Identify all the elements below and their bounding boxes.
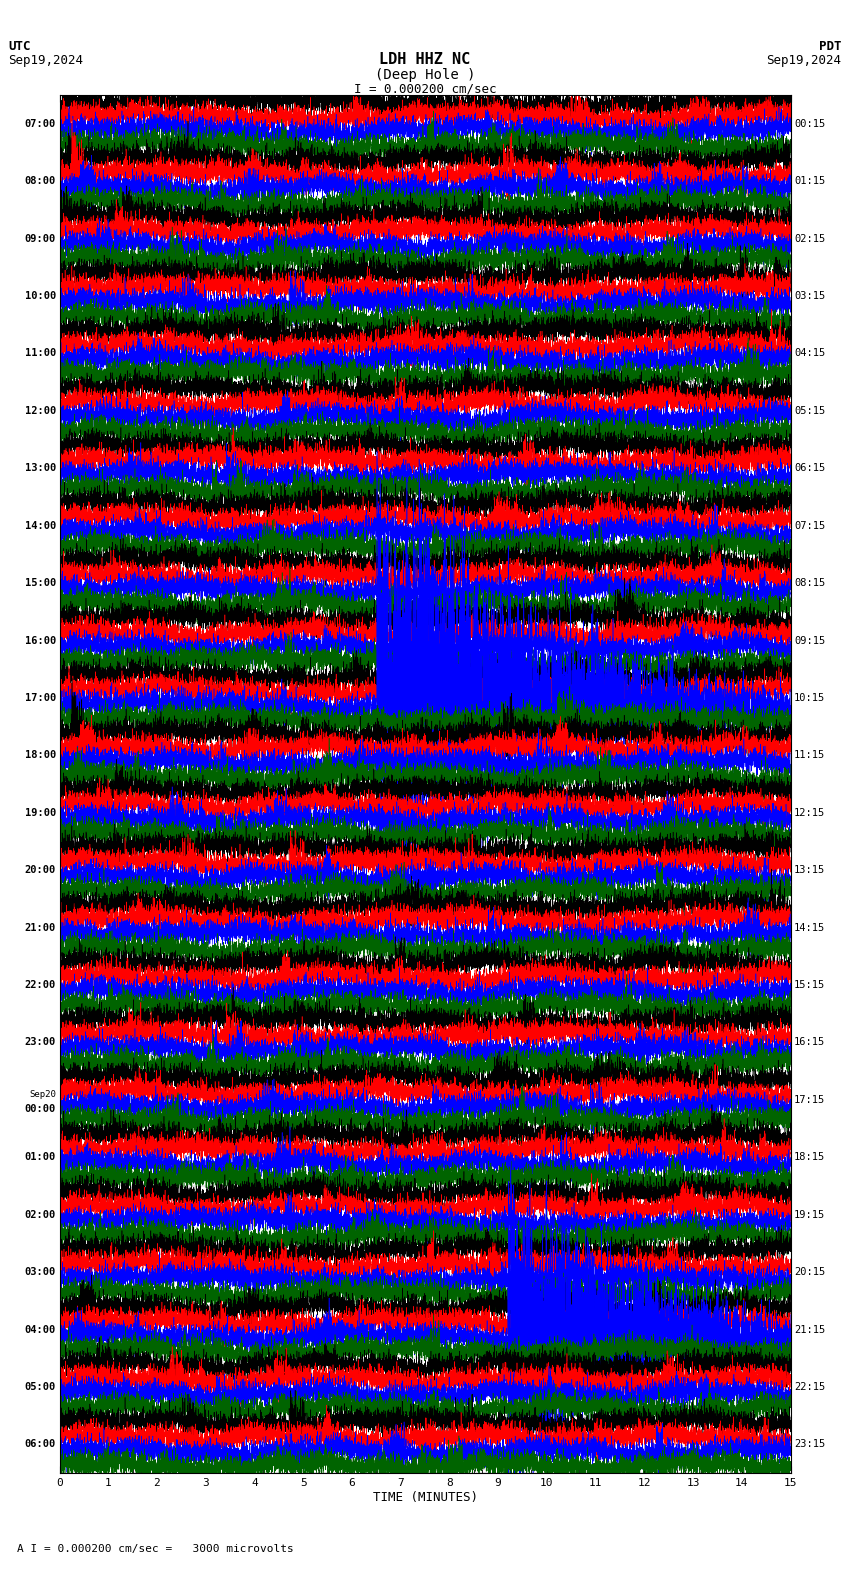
Text: 01:00: 01:00: [25, 1152, 56, 1163]
Text: 22:00: 22:00: [25, 980, 56, 990]
Text: 15:00: 15:00: [25, 578, 56, 588]
Text: 16:00: 16:00: [25, 635, 56, 646]
Text: 04:00: 04:00: [25, 1324, 56, 1335]
Text: 08:15: 08:15: [794, 578, 825, 588]
Text: 05:00: 05:00: [25, 1381, 56, 1392]
Text: UTC: UTC: [8, 40, 31, 52]
Text: 11:00: 11:00: [25, 348, 56, 358]
Text: 22:15: 22:15: [794, 1381, 825, 1392]
Text: 07:00: 07:00: [25, 119, 56, 128]
Text: Sep19,2024: Sep19,2024: [8, 54, 83, 67]
Text: 00:15: 00:15: [794, 119, 825, 128]
Text: 09:15: 09:15: [794, 635, 825, 646]
Text: 10:15: 10:15: [794, 692, 825, 703]
Text: 03:15: 03:15: [794, 291, 825, 301]
Text: I = 0.000200 cm/sec: I = 0.000200 cm/sec: [354, 82, 496, 95]
Text: 02:15: 02:15: [794, 233, 825, 244]
Text: 17:00: 17:00: [25, 692, 56, 703]
Text: 12:00: 12:00: [25, 406, 56, 417]
Text: 23:15: 23:15: [794, 1440, 825, 1449]
Text: 21:00: 21:00: [25, 922, 56, 933]
Text: 18:00: 18:00: [25, 751, 56, 760]
Text: 00:00: 00:00: [25, 1104, 56, 1114]
Text: 13:00: 13:00: [25, 463, 56, 474]
Text: 06:00: 06:00: [25, 1440, 56, 1449]
Text: 12:15: 12:15: [794, 808, 825, 817]
Text: 16:15: 16:15: [794, 1038, 825, 1047]
Text: 18:15: 18:15: [794, 1152, 825, 1163]
Text: 03:00: 03:00: [25, 1267, 56, 1277]
Text: Sep20: Sep20: [29, 1090, 56, 1099]
Text: 11:15: 11:15: [794, 751, 825, 760]
Text: 02:00: 02:00: [25, 1210, 56, 1220]
Text: PDT: PDT: [819, 40, 842, 52]
Text: LDH HHZ NC: LDH HHZ NC: [379, 52, 471, 67]
Text: 19:15: 19:15: [794, 1210, 825, 1220]
Text: 07:15: 07:15: [794, 521, 825, 531]
Text: 17:15: 17:15: [794, 1095, 825, 1106]
Text: 20:00: 20:00: [25, 865, 56, 876]
Text: 06:15: 06:15: [794, 463, 825, 474]
Text: Sep19,2024: Sep19,2024: [767, 54, 842, 67]
Text: 20:15: 20:15: [794, 1267, 825, 1277]
Text: 14:15: 14:15: [794, 922, 825, 933]
Text: 19:00: 19:00: [25, 808, 56, 817]
Text: 08:00: 08:00: [25, 176, 56, 187]
Text: 21:15: 21:15: [794, 1324, 825, 1335]
Text: 04:15: 04:15: [794, 348, 825, 358]
Text: 13:15: 13:15: [794, 865, 825, 876]
Text: 05:15: 05:15: [794, 406, 825, 417]
Text: (Deep Hole ): (Deep Hole ): [375, 68, 475, 82]
Text: 01:15: 01:15: [794, 176, 825, 187]
Text: 15:15: 15:15: [794, 980, 825, 990]
Text: 14:00: 14:00: [25, 521, 56, 531]
X-axis label: TIME (MINUTES): TIME (MINUTES): [372, 1491, 478, 1503]
Text: A I = 0.000200 cm/sec =   3000 microvolts: A I = 0.000200 cm/sec = 3000 microvolts: [17, 1544, 294, 1554]
Text: 10:00: 10:00: [25, 291, 56, 301]
Text: 23:00: 23:00: [25, 1038, 56, 1047]
Text: 09:00: 09:00: [25, 233, 56, 244]
